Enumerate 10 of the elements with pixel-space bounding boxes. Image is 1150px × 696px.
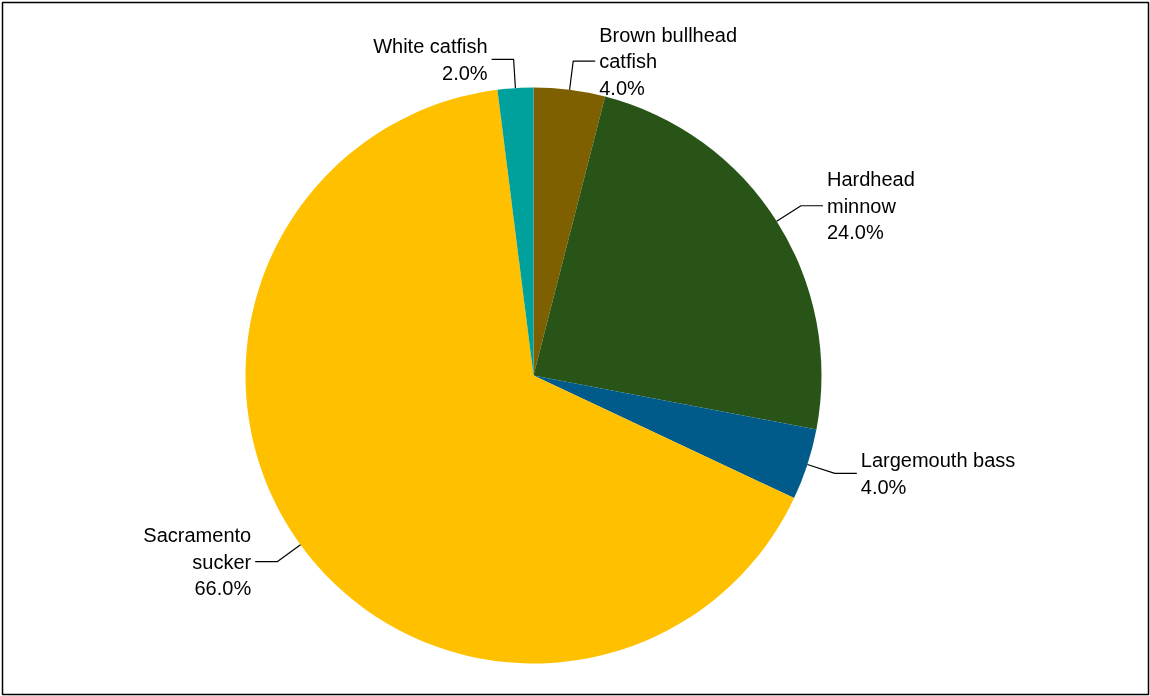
data-label: 66.0% <box>194 577 252 600</box>
slice-label: White catfish <box>373 35 488 58</box>
data-label: 4.0% <box>860 475 907 498</box>
data-label: 24.0% <box>826 221 884 244</box>
slice-label: Hardhead minnow <box>826 168 915 217</box>
slice-label: Brown bullhead catfish <box>599 23 738 73</box>
slice-label: Largemouth bass <box>860 449 1016 472</box>
slice-label: Sacramento sucker <box>143 524 252 573</box>
data-label: 4.0% <box>599 76 646 99</box>
data-label: 2.0% <box>442 61 488 84</box>
